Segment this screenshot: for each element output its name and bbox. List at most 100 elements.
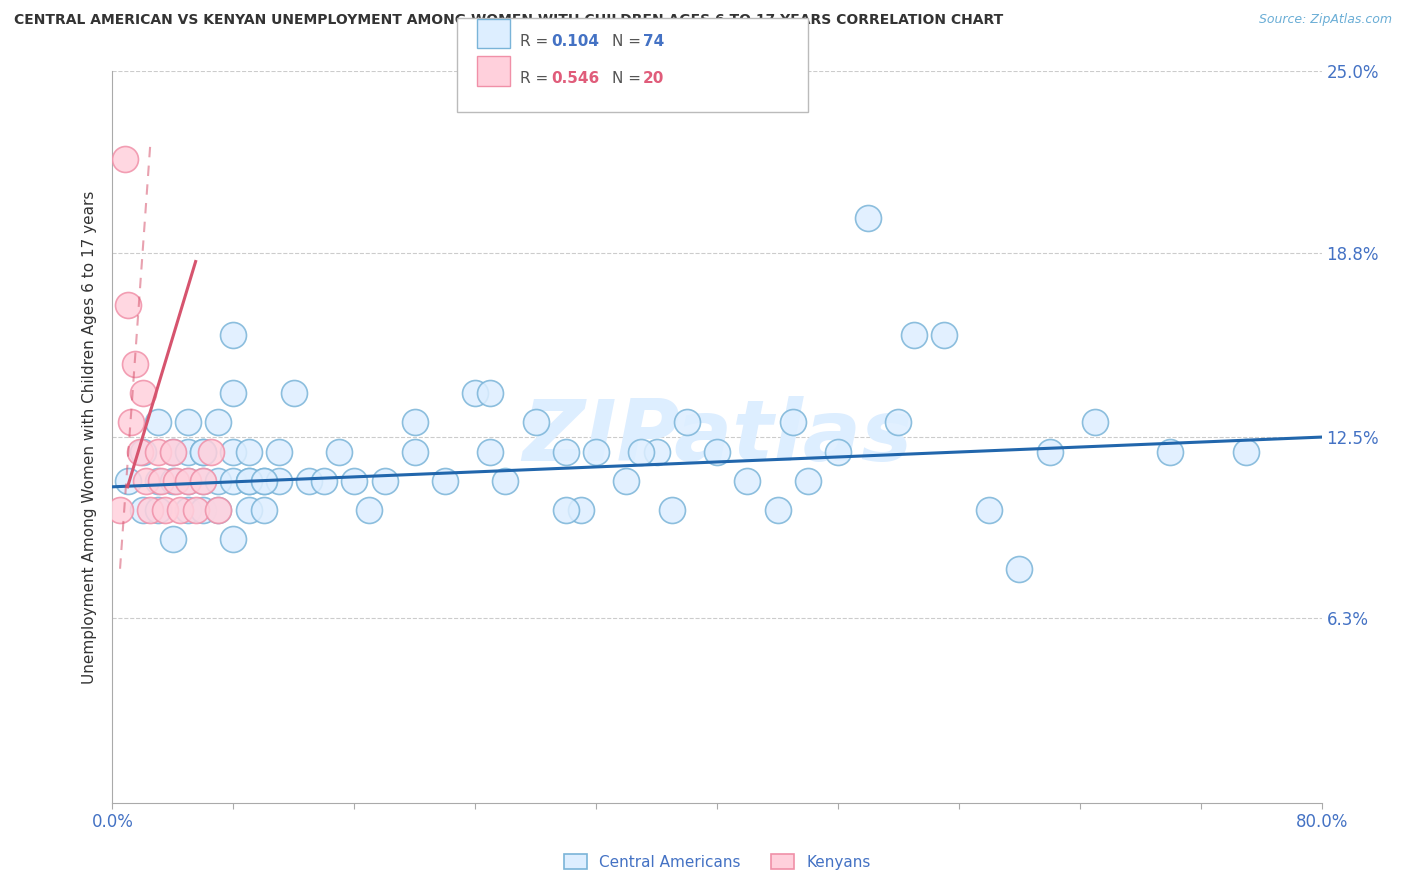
Point [162, 474, 184, 488]
Point [222, 444, 245, 458]
Point [207, 503, 229, 517]
Text: Source: ZipAtlas.com: Source: ZipAtlas.com [1258, 13, 1392, 27]
Point [374, 474, 396, 488]
Point [858, 211, 880, 225]
Point [903, 327, 925, 342]
Point [464, 386, 486, 401]
Point [267, 444, 290, 458]
Point [782, 416, 804, 430]
Point [1038, 444, 1062, 458]
Point [165, 474, 187, 488]
Point [120, 416, 142, 430]
Point [177, 474, 200, 488]
Point [191, 474, 215, 488]
Point [569, 503, 592, 517]
Point [238, 474, 260, 488]
Y-axis label: Unemployment Among Women with Children Ages 6 to 17 years: Unemployment Among Women with Children A… [82, 190, 97, 684]
Text: 0.546: 0.546 [551, 71, 599, 87]
Point [616, 474, 638, 488]
Point [149, 474, 172, 488]
Point [314, 474, 336, 488]
Point [114, 152, 136, 166]
Point [1084, 416, 1107, 430]
Point [132, 444, 155, 458]
Point [1159, 444, 1181, 458]
Text: CENTRAL AMERICAN VS KENYAN UNEMPLOYMENT AMONG WOMEN WITH CHILDREN AGES 6 TO 17 Y: CENTRAL AMERICAN VS KENYAN UNEMPLOYMENT … [14, 13, 1004, 28]
Legend: Central Americans, Kenyans: Central Americans, Kenyans [558, 847, 876, 876]
Point [495, 474, 517, 488]
Point [359, 503, 381, 517]
Point [146, 416, 169, 430]
Point [737, 474, 759, 488]
Point [238, 474, 260, 488]
Point [184, 503, 207, 517]
Point [585, 444, 607, 458]
Point [253, 474, 276, 488]
Point [108, 503, 131, 517]
Text: 0.104: 0.104 [551, 34, 599, 49]
Point [139, 503, 162, 517]
Text: R =: R = [520, 34, 554, 49]
Point [661, 503, 683, 517]
Point [207, 416, 229, 430]
Point [827, 444, 849, 458]
Point [328, 444, 350, 458]
Point [117, 474, 139, 488]
Point [253, 474, 276, 488]
Point [191, 444, 215, 458]
Point [554, 503, 576, 517]
Point [222, 533, 245, 547]
Text: R =: R = [520, 71, 554, 87]
Point [283, 386, 305, 401]
Point [207, 503, 229, 517]
Point [554, 444, 576, 458]
Point [404, 416, 426, 430]
Point [479, 444, 502, 458]
Point [706, 444, 728, 458]
Point [177, 444, 200, 458]
Point [146, 503, 169, 517]
Point [434, 474, 457, 488]
Point [1008, 562, 1031, 576]
Point [222, 327, 245, 342]
Point [191, 474, 215, 488]
Text: 20: 20 [643, 71, 664, 87]
Point [932, 327, 955, 342]
Text: ZIPatlas: ZIPatlas [522, 395, 912, 479]
Point [238, 503, 260, 517]
Point [191, 503, 215, 517]
Point [238, 444, 260, 458]
Point [630, 444, 652, 458]
Point [1234, 444, 1257, 458]
Point [132, 503, 155, 517]
Point [177, 474, 200, 488]
Point [676, 416, 699, 430]
Point [162, 444, 184, 458]
Point [887, 416, 910, 430]
Point [117, 298, 139, 312]
Point [479, 386, 502, 401]
Point [404, 444, 426, 458]
Point [132, 386, 155, 401]
Text: N =: N = [612, 34, 645, 49]
Point [222, 386, 245, 401]
Point [222, 474, 245, 488]
Point [645, 444, 668, 458]
Point [155, 503, 177, 517]
Point [177, 416, 200, 430]
Point [177, 503, 200, 517]
Text: 74: 74 [643, 34, 664, 49]
Point [343, 474, 366, 488]
Point [162, 533, 184, 547]
Point [979, 503, 1001, 517]
Point [766, 503, 789, 517]
Point [524, 416, 547, 430]
Point [124, 357, 146, 371]
Point [191, 444, 215, 458]
Text: N =: N = [612, 71, 645, 87]
Point [796, 474, 818, 488]
Point [200, 444, 222, 458]
Point [267, 474, 290, 488]
Point [298, 474, 321, 488]
Point [135, 474, 157, 488]
